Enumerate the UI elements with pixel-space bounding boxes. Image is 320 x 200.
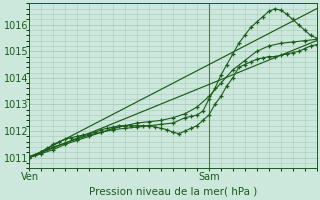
- X-axis label: Pression niveau de la mer( hPa ): Pression niveau de la mer( hPa ): [89, 187, 257, 197]
